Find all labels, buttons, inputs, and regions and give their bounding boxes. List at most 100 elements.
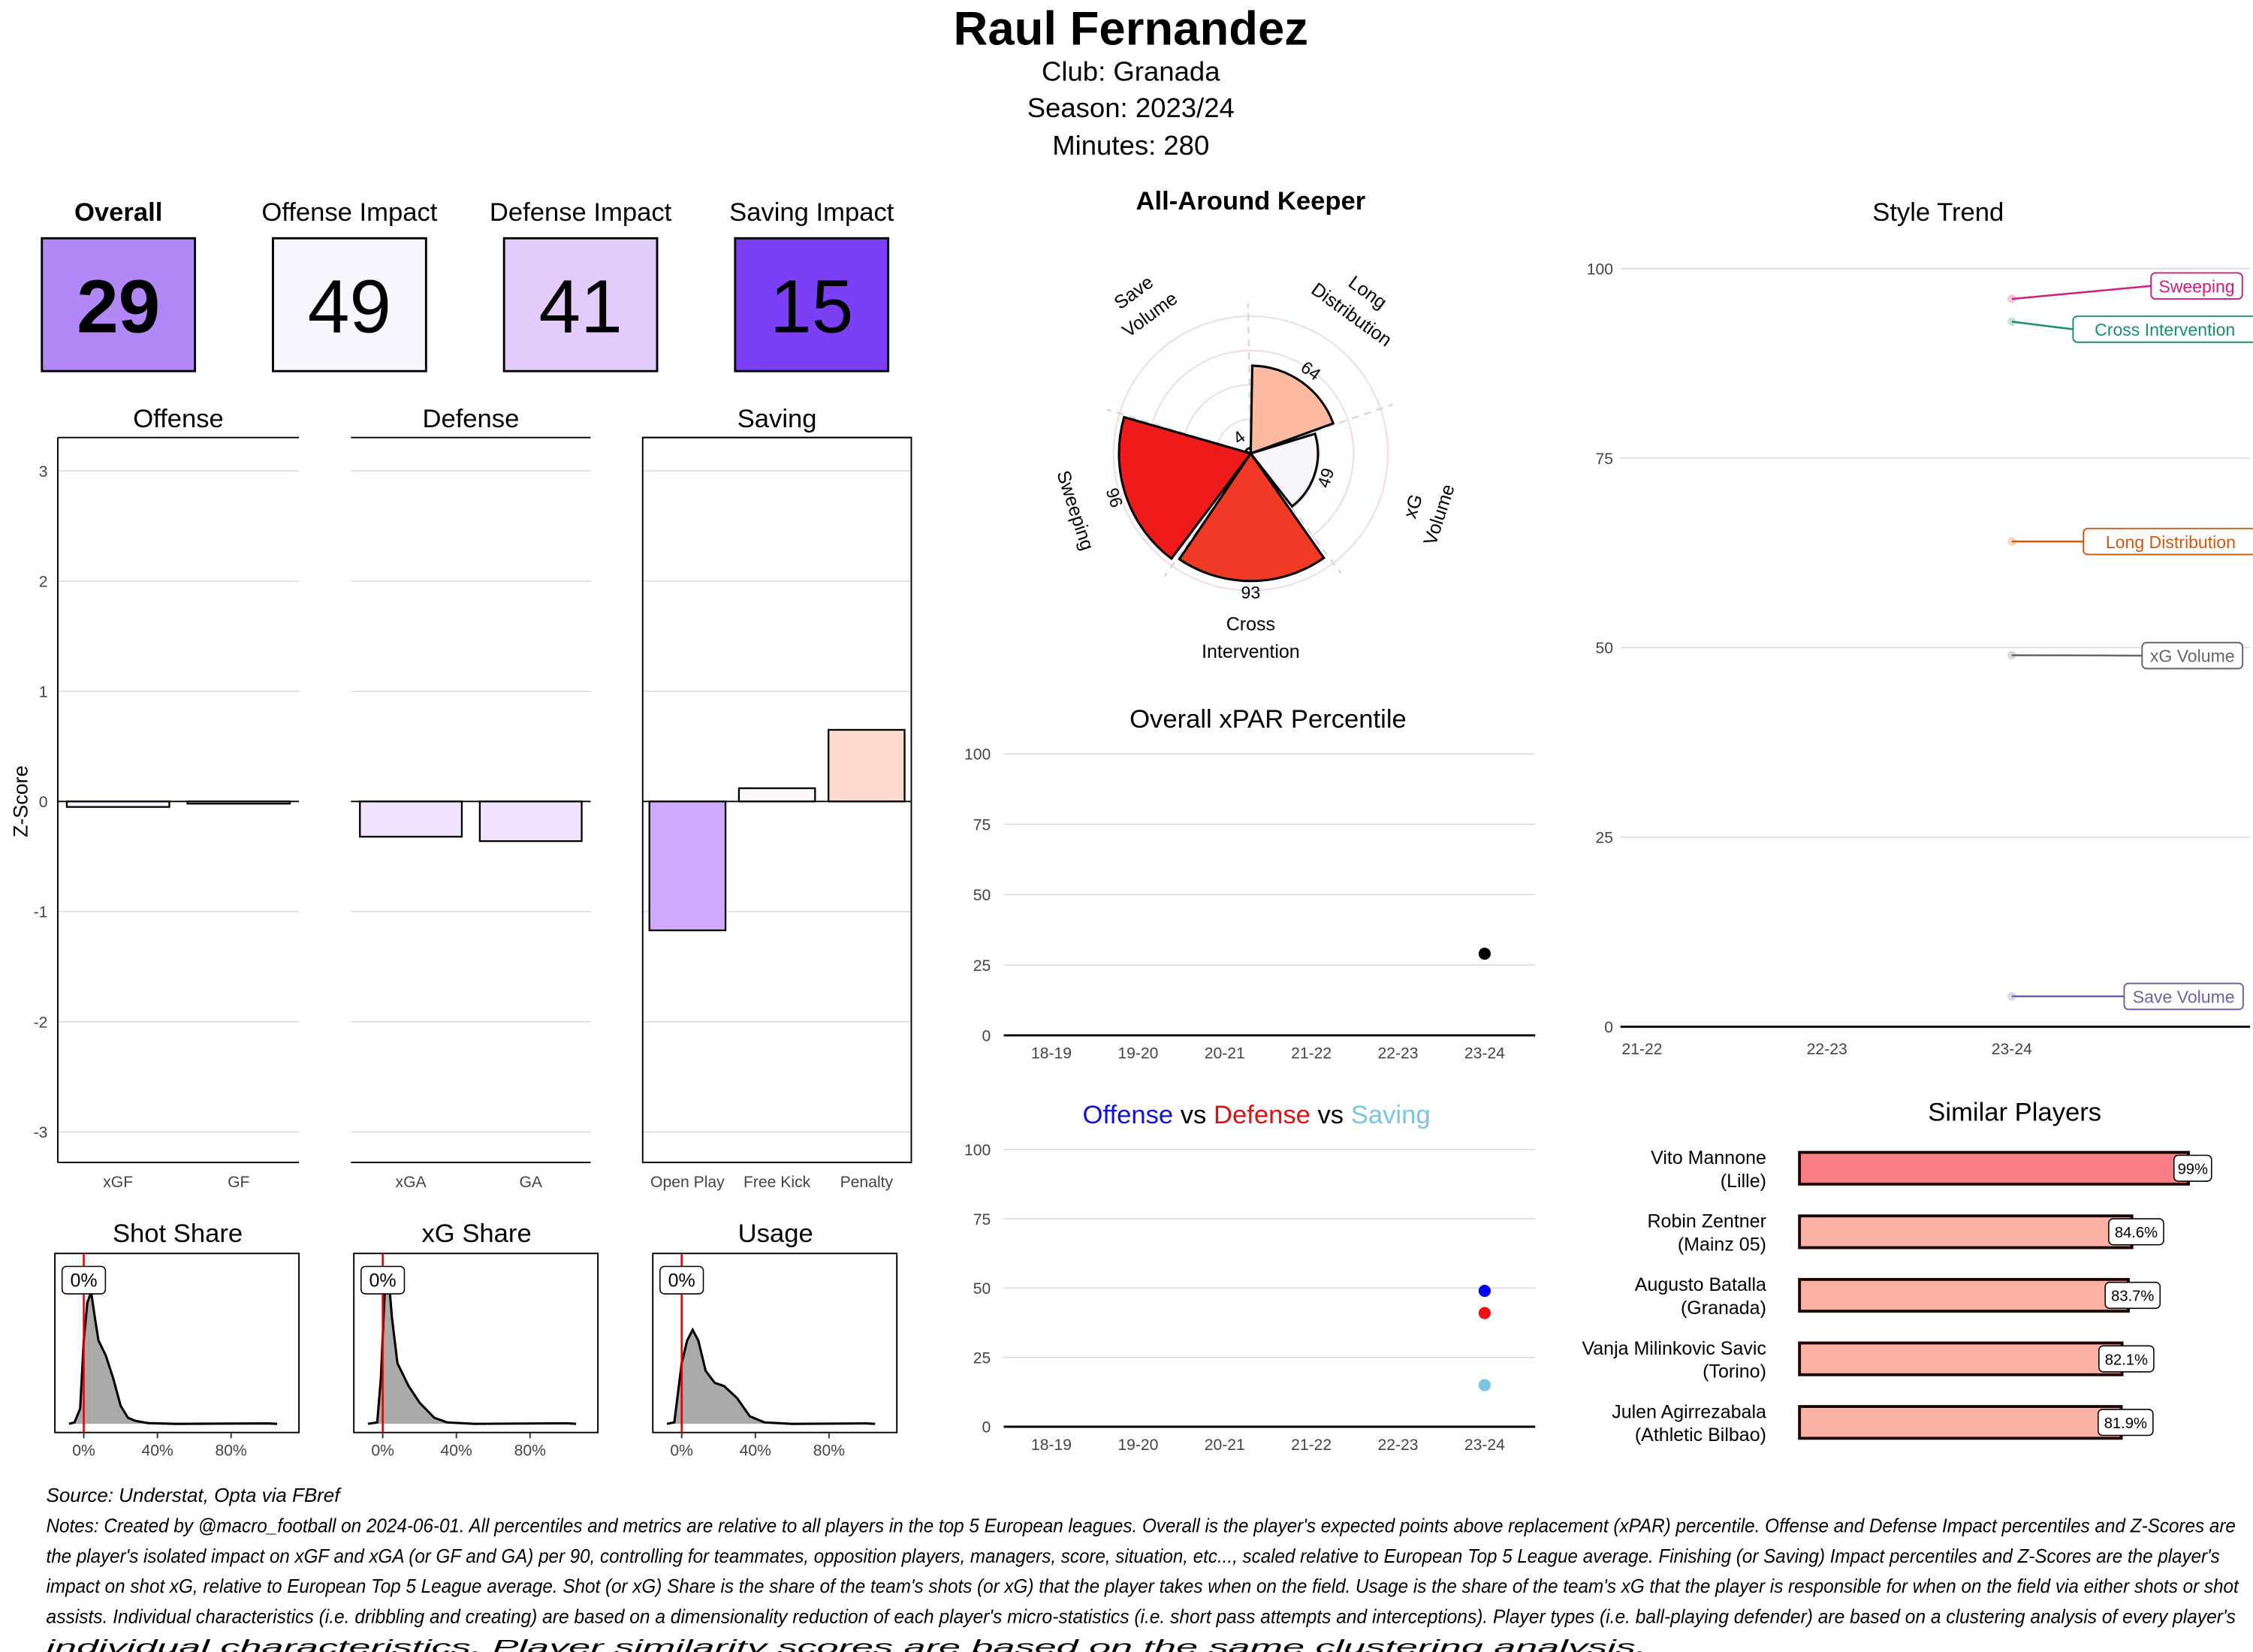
impact-tiles: Overall 29 Offense Impact 49 Defense Impact 4… bbox=[41, 198, 894, 372]
y-tick-label: 1 bbox=[39, 683, 48, 701]
similarity-label-box bbox=[2098, 1345, 2155, 1373]
similarity-label: 99% bbox=[2178, 1161, 2208, 1177]
radar-bar-long-distribution bbox=[1249, 364, 1335, 456]
y-tick-label: 2 bbox=[39, 574, 48, 591]
player-value-label: 0% bbox=[668, 1270, 695, 1291]
player-name: Robin Zentner bbox=[1647, 1211, 1766, 1232]
density-curve bbox=[666, 1327, 876, 1425]
y-tick-label: -3 bbox=[34, 1124, 48, 1141]
x-tick-label: Penalty bbox=[840, 1174, 894, 1191]
x-tick-label: 21-22 bbox=[1291, 1436, 1332, 1454]
player-name: Augusto Batalla bbox=[1635, 1274, 1766, 1295]
radar-category-label: Sweeping bbox=[1052, 468, 1098, 553]
radar-category-label-line: Intervention bbox=[1202, 641, 1300, 662]
x-tick-label: 80% bbox=[813, 1442, 846, 1459]
radar-value-label: 64 bbox=[1297, 357, 1324, 384]
title-part-vs: vs bbox=[1310, 1101, 1344, 1129]
trend-label-box bbox=[2150, 272, 2243, 300]
title-part-saving: Saving bbox=[1344, 1101, 1430, 1129]
zscore-panel-defense: Defense xGA GA bbox=[351, 405, 591, 1191]
x-tick-label: 0% bbox=[371, 1442, 394, 1459]
y-tick-label: 50 bbox=[973, 1280, 991, 1298]
x-tick-label: 19-20 bbox=[1117, 1045, 1158, 1063]
zscore-panel-offense: Offense -3 -2 -1 0 1 2 3 xGF GF bbox=[34, 405, 300, 1191]
trend-label-box bbox=[2123, 982, 2244, 1011]
density-panel-shot-share: Shot Share 0% 0% 40% 80% bbox=[54, 1219, 300, 1459]
x-tick-label: 20-21 bbox=[1205, 1045, 1245, 1063]
x-tick-label: 40% bbox=[141, 1442, 173, 1459]
y-tick-label: 50 bbox=[1596, 640, 1614, 657]
title-part-vs: vs bbox=[1173, 1101, 1206, 1129]
notes-line-4: assists. Individual characteristics (i.e… bbox=[47, 1605, 2236, 1628]
player-value-label-box bbox=[360, 1265, 406, 1295]
radar-bar-sweeping bbox=[1117, 415, 1253, 561]
density-curve bbox=[68, 1291, 278, 1425]
player-value-label-box bbox=[659, 1265, 704, 1295]
point-overall bbox=[1478, 948, 1491, 960]
similarity-bar bbox=[1798, 1341, 2124, 1376]
panel-title: Defense bbox=[422, 405, 519, 433]
x-tick-label: Open Play bbox=[650, 1174, 725, 1191]
x-tick-label: 40% bbox=[441, 1442, 473, 1459]
trend-label-sweeping: Sweeping bbox=[2158, 276, 2234, 296]
chart-title: Similar Players bbox=[1928, 1098, 2101, 1126]
player-club: (Torino) bbox=[1703, 1361, 1766, 1382]
y-tick-label: 0 bbox=[982, 1028, 991, 1045]
minutes-line: Minutes: 280 bbox=[1052, 130, 1209, 161]
radial-gridline bbox=[1112, 315, 1389, 592]
panel-title: xG Share bbox=[422, 1219, 532, 1248]
y-tick-label: 100 bbox=[1587, 261, 1613, 278]
radar-category-label: SaveVolume bbox=[1102, 266, 1181, 342]
x-tick-label: 0% bbox=[670, 1442, 693, 1459]
tile-box bbox=[502, 237, 659, 372]
point-offense bbox=[1478, 1285, 1491, 1298]
radar-category-label: xGVolume bbox=[1394, 473, 1459, 547]
tile-label: Overall bbox=[74, 198, 162, 227]
similarity-label-box bbox=[2104, 1281, 2161, 1310]
x-tick-label: 22-23 bbox=[1807, 1041, 1847, 1058]
similar-player-row: Julen Agirrezabala(Athletic Bilbao) 81.9% bbox=[1612, 1401, 2154, 1446]
similarity-label: 82.1% bbox=[2105, 1352, 2148, 1368]
notes-line-2: the player's isolated impact on xGF and … bbox=[47, 1545, 2220, 1567]
radar-value-label: 93 bbox=[1241, 583, 1261, 602]
point-saving bbox=[1478, 1379, 1491, 1391]
x-tick-label: Free Kick bbox=[743, 1174, 811, 1191]
title-part-defense: Defense bbox=[1206, 1101, 1310, 1129]
player-club: (Mainz 05) bbox=[1678, 1234, 1766, 1255]
season-line: Season: 2023/24 bbox=[1027, 92, 1235, 123]
notes-line-5: individual characteristics. Player simil… bbox=[47, 1635, 1647, 1652]
tile-value: 41 bbox=[538, 264, 622, 348]
x-tick-label: 22-23 bbox=[1377, 1436, 1418, 1454]
panel-border bbox=[54, 1253, 300, 1433]
tile-label: Offense Impact bbox=[261, 198, 437, 227]
y-tick-label: 25 bbox=[973, 957, 991, 975]
radar-category-label-line: xG bbox=[1400, 492, 1428, 521]
trend-connector bbox=[2011, 321, 2074, 330]
panel-title: Offense bbox=[133, 405, 224, 433]
player-value-label: 0% bbox=[70, 1270, 97, 1291]
radar-bar-xg-volume bbox=[1248, 432, 1320, 508]
y-tick-label: 100 bbox=[964, 1141, 991, 1159]
xpar-percentile-chart: Overall xPAR Percentile 0 25 50 75 100 18-19 19… bbox=[964, 705, 1536, 1063]
trend-label-box bbox=[2083, 527, 2253, 556]
y-tick-label: -1 bbox=[34, 904, 48, 921]
tile-value: 15 bbox=[770, 264, 853, 348]
density-area bbox=[68, 1292, 278, 1424]
bar-open-play bbox=[648, 800, 727, 932]
x-tick-label: 23-24 bbox=[1464, 1436, 1505, 1454]
density-panel-xg-share: xG Share 0% 0% 40% 80% bbox=[353, 1219, 599, 1459]
club-line: Club: Granada bbox=[1042, 56, 1220, 87]
similarity-bar bbox=[1798, 1214, 2134, 1250]
radar-category-label: Cross Intervention bbox=[1202, 613, 1300, 662]
panel-title: Saving bbox=[737, 405, 817, 433]
trend-connector bbox=[2011, 285, 2152, 300]
y-axis-label: Z-Score bbox=[10, 765, 32, 837]
x-tick-label: 20-21 bbox=[1205, 1436, 1245, 1454]
y-tick-label: 75 bbox=[973, 1211, 991, 1228]
bar-penalty bbox=[828, 728, 906, 803]
similar-player-row: Vito Mannone (Lille) 99% bbox=[1651, 1147, 2212, 1192]
y-tick-label: 50 bbox=[973, 887, 991, 904]
y-tick-label: 75 bbox=[1596, 451, 1614, 468]
tile-value: 49 bbox=[308, 264, 391, 348]
chart-title: All-Around Keeper bbox=[1136, 187, 1366, 216]
